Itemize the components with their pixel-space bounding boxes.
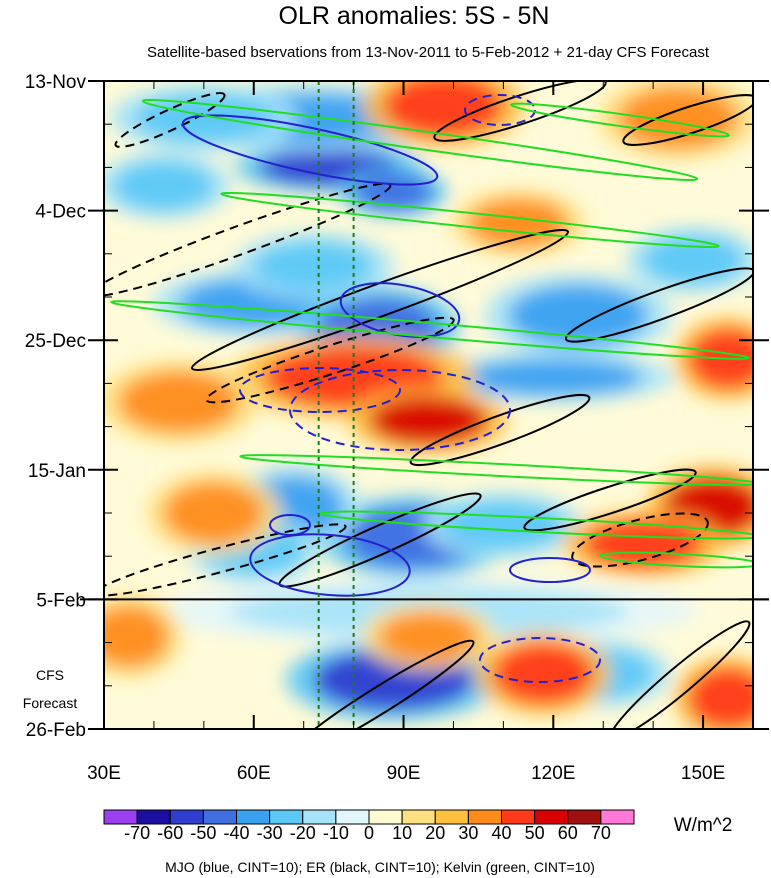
er-contour: [564, 267, 753, 343]
colorbar-swatch: [567, 809, 602, 825]
colorbar-swatch: [534, 809, 569, 825]
colorbar-label: -60: [157, 823, 183, 843]
colorbar-swatch: [335, 809, 370, 825]
er-contour: [114, 92, 226, 148]
anomaly-feature: [597, 81, 753, 160]
anomaly-feature: [422, 492, 585, 559]
er-contour: [571, 512, 709, 568]
mjo-contour: [249, 533, 411, 597]
anomaly-feature: [674, 656, 753, 729]
colorbar-label: -10: [323, 823, 349, 843]
anomaly-field: [104, 81, 753, 729]
chart-footnote: MJO (blue, CINT=10); ER (black, CINT=10)…: [165, 859, 595, 875]
anomaly-feature: [347, 387, 510, 454]
er-contour: [409, 393, 591, 467]
colorbar-swatch: [401, 809, 436, 825]
colorbar-label: 30: [458, 823, 478, 843]
er-contour: [205, 316, 455, 404]
y-tick-label: 15-Jan: [28, 461, 86, 482]
x-tick-label: 90E: [387, 763, 421, 784]
kelvin-contour: [599, 551, 753, 569]
anomaly-feature: [431, 352, 675, 403]
y-tick-label: 26-Feb: [26, 720, 86, 741]
y-tick-label: 13-Nov: [25, 72, 87, 93]
mjo-contour: [479, 637, 601, 683]
chart-title: OLR anomalies: 5S - 5N: [279, 2, 550, 30]
forecast-label-line1: CFS: [36, 667, 64, 683]
colorbar-label: -40: [223, 823, 249, 843]
colorbar-swatch: [434, 809, 469, 825]
chart-subtitle: Satellite-based bservations from 13-Nov-…: [147, 44, 710, 61]
x-tick-label: 30E: [87, 763, 121, 784]
anomaly-feature: [483, 273, 673, 358]
anomaly-feature: [475, 631, 611, 716]
colorbar-label: 0: [364, 823, 374, 843]
colorbar-label: 60: [558, 823, 578, 843]
kelvin-contour: [220, 191, 720, 249]
colorbar-label: 20: [425, 823, 445, 843]
colorbar-swatch: [501, 809, 536, 825]
y-tick-label: 25-Dec: [25, 331, 86, 352]
mjo-contour: [181, 114, 439, 186]
colorbar-swatch: [302, 809, 337, 825]
y-axis: 13-Nov 4-Dec 25-Dec 15-Jan 5-Feb 26-Feb: [25, 72, 769, 741]
kelvin-contour: [141, 99, 699, 181]
plot-frame: [103, 80, 754, 730]
colorbar-label: 10: [392, 823, 412, 843]
anomaly-feature: [104, 594, 183, 679]
kelvin-contour: [239, 454, 753, 486]
mjo-contour: [239, 367, 401, 413]
x-tick-label: 150E: [681, 763, 725, 784]
plot-area: [104, 81, 753, 729]
anomaly-feature: [361, 603, 496, 670]
x-tick-label: 120E: [531, 763, 575, 784]
x-axis: 30E 60E 90E 120E 150E: [87, 81, 725, 784]
kelvin-contour: [510, 102, 730, 138]
er-contour: [285, 639, 475, 729]
colorbar-label: -20: [290, 823, 316, 843]
colorbar-swatch: [467, 809, 502, 825]
anomaly-feature: [339, 167, 448, 218]
er-contour: [190, 228, 570, 372]
reference-longitudes: [317, 81, 355, 729]
colorbar-label: -70: [124, 823, 150, 843]
wave-contours: [104, 81, 753, 729]
colorbar-swatch: [368, 809, 403, 825]
mjo-contour: [289, 369, 511, 451]
colorbar-units: W/m^2: [674, 815, 733, 836]
colorbar-swatch: [103, 809, 138, 825]
colorbar-swatch: [202, 809, 237, 825]
colorbar-swatch: [600, 809, 635, 825]
colorbar-swatch: [136, 809, 171, 825]
colorbar-label: 50: [525, 823, 545, 843]
colorbar-label: -50: [190, 823, 216, 843]
colorbar-swatch: [236, 809, 271, 825]
y-tick-label: 4-Dec: [35, 202, 86, 223]
colorbar-label: 70: [591, 823, 611, 843]
anomaly-feature: [109, 84, 299, 152]
mjo-contour: [464, 94, 536, 126]
kelvin-contour: [319, 510, 753, 540]
er-contour: [622, 94, 753, 146]
mjo-contour: [509, 557, 591, 583]
x-tick-label: 60E: [237, 763, 271, 784]
forecast-label-line2: Forecast: [23, 695, 78, 711]
y-tick-label: 5-Feb: [36, 590, 86, 611]
colorbar-label: -30: [257, 823, 283, 843]
mjo-contour: [269, 514, 311, 536]
er-contour: [523, 468, 697, 532]
colorbar-swatch: [169, 809, 204, 825]
colorbar: -70 -60 -50 -40 -30 -20 -10 0 10 20 30 40 50 60 70: [103, 809, 635, 843]
anomaly-feature: [104, 360, 260, 444]
anomaly-feature: [232, 232, 395, 300]
er-contour: [104, 182, 392, 298]
anomaly-feature: [104, 152, 232, 220]
kelvin-contour: [110, 300, 750, 360]
er-contour: [609, 620, 751, 729]
anomaly-feature: [146, 471, 282, 555]
er-contour: [104, 523, 347, 597]
colorbar-label: 40: [491, 823, 511, 843]
colorbar-swatch: [269, 809, 304, 825]
